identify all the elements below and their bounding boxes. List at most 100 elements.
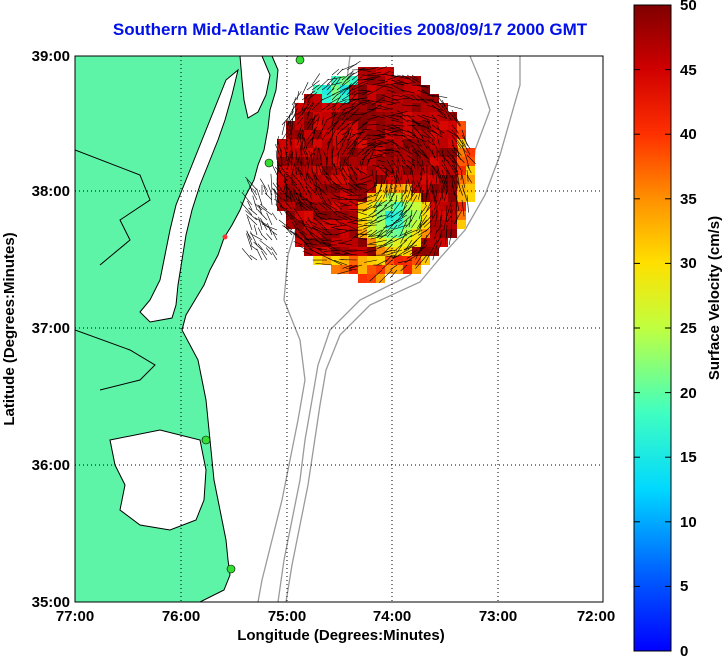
velocity-vector [370,234,388,240]
velocity-cell [349,121,358,130]
velocity-vector [261,234,268,241]
velocity-cell [439,238,448,247]
velocity-cell [466,166,475,175]
velocity-vector [376,152,390,156]
velocity-vector [421,114,437,120]
velocity-vector [311,114,316,131]
velocity-cell [457,121,466,130]
velocity-vector [391,119,404,124]
velocity-vector [396,174,402,187]
velocity-vector [361,120,370,126]
velocity-vector [416,124,425,128]
velocity-cell [313,238,322,247]
velocity-vector [331,111,336,126]
velocity-vector [466,194,469,213]
colorbar-tick-label: 30 [680,255,697,272]
velocity-vector [324,181,328,191]
velocity-vector [306,101,314,111]
velocity-vector [280,149,283,166]
velocity-vector [376,129,392,136]
velocity-vector [431,94,448,98]
velocity-vector [410,164,413,175]
velocity-cell [349,148,358,157]
velocity-cell [403,220,412,229]
velocity-vector [284,146,288,156]
velocity-cell [358,220,367,229]
velocity-vector [318,164,323,176]
velocity-cell [394,103,403,112]
velocity-cell [448,175,457,184]
velocity-vector [409,249,418,255]
velocity-vector [403,234,413,242]
velocity-vector [439,214,443,230]
velocity-cell [331,130,340,139]
velocity-vector [441,174,448,193]
velocity-cell [421,85,430,94]
velocity-vector [323,174,333,186]
velocity-vector [446,159,457,176]
velocity-vector [340,204,353,207]
y-tick-label: 38:00 [32,183,70,200]
velocity-cell [304,112,313,121]
velocity-cell [331,211,340,220]
velocity-cell [340,238,349,247]
velocity-cell [412,265,421,274]
velocity-cell [358,148,367,157]
velocity-vector [376,66,387,71]
velocity-vector [376,139,388,144]
velocity-vector [411,98,424,101]
velocity-cell [376,265,385,274]
velocity-cell [394,265,403,274]
grid-lines [75,56,603,602]
velocity-cell [376,112,385,121]
velocity-cell [421,148,430,157]
velocity-cell [385,166,394,175]
velocity-cell [403,166,412,175]
velocity-cell [322,256,331,265]
velocity-cell [322,148,331,157]
velocity-vector [351,68,364,76]
velocity-vector [401,134,412,142]
velocity-cell [439,220,448,229]
velocity-cell [439,112,448,121]
velocity-cell [448,202,457,211]
velocity-vector [369,239,388,244]
velocity-vector [373,204,383,209]
velocity-cell [385,265,394,274]
velocity-vector [337,229,348,231]
velocity-vector [353,183,363,191]
velocity-vector [379,269,393,283]
velocity-cell [403,265,412,274]
velocity-vector [326,113,338,121]
velocity-vector [416,149,429,159]
velocity-vector [361,138,371,141]
velocity-cell [430,94,439,103]
velocity-vector [391,199,403,215]
velocity-cell [340,139,349,148]
velocity-vector [384,169,388,180]
velocity-cell [313,121,322,130]
velocity-vector [385,249,398,252]
velocity-vector [443,214,448,231]
velocity-vector [421,139,428,150]
velocity-vector [320,222,328,231]
velocity-vector [266,212,273,226]
velocity-vector [361,214,378,220]
velocity-vector [369,269,383,282]
velocity-vector [336,144,344,156]
velocity-vector [417,174,423,189]
velocity-vector [240,201,253,216]
velocity-cell [340,265,349,274]
velocity-vector [370,229,383,237]
velocity-cell [403,238,412,247]
colorbar-label: Surface Velocity (cm/s) [706,216,723,380]
velocity-cell [349,256,358,265]
velocity-vector [300,149,303,166]
velocity-cell [394,256,403,265]
velocity-vector [321,130,329,141]
velocity-cell [313,184,322,193]
plot-frame [74,55,604,603]
velocity-vector [321,104,330,111]
velocity-vector [381,108,391,111]
velocity-vector [383,174,388,185]
